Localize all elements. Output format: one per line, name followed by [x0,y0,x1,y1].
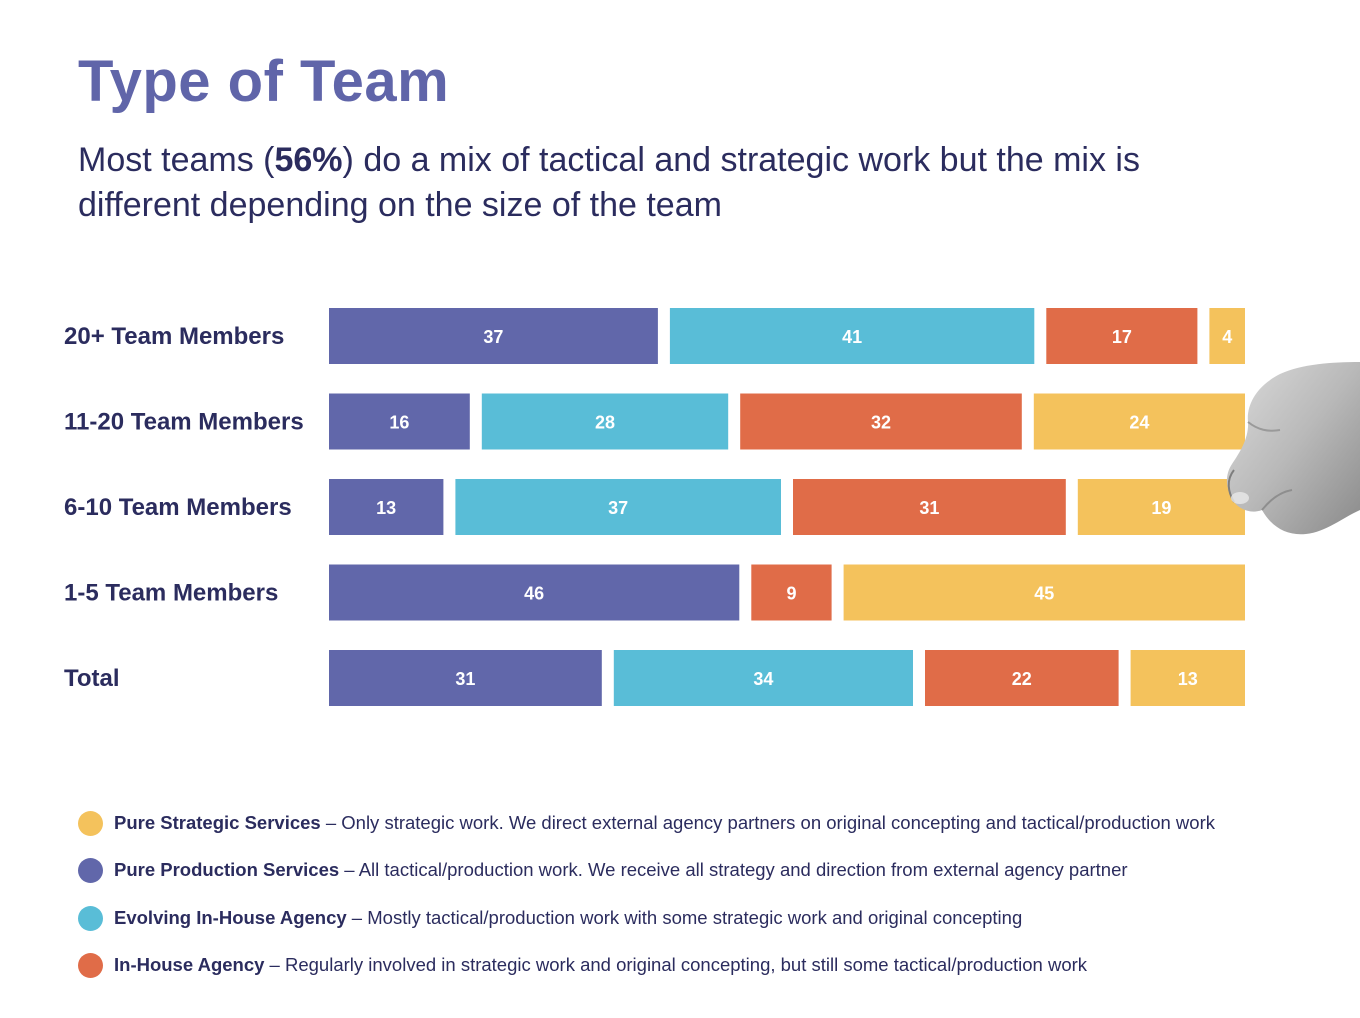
bar-segment-inhouse [751,564,832,621]
legend-item-strategic: Pure Strategic Services – Only strategic… [78,808,1215,855]
bar-segment-inhouse [925,650,1119,706]
bar-value-label: 16 [389,413,409,433]
bar-segment-inhouse [740,393,1022,450]
bar-segment-evolving [481,393,729,450]
chart-title: Type of Team [78,49,450,114]
legend-description: – Mostly tactical/production work with s… [346,906,1023,928]
bar-value-label: 46 [524,584,544,604]
bar-value-label: 4 [1222,327,1232,347]
bar-segment-production [329,479,444,535]
bar-segment-inhouse [1046,308,1198,364]
bar-value-label: 31 [455,669,475,689]
legend-dot-icon [78,858,103,884]
bar-value-label: 28 [595,413,615,433]
row-label: 11-20 Team Members [64,409,304,436]
bar-value-label: 13 [376,498,396,518]
bar-segment-evolving [613,650,913,706]
bar-value-label: 31 [919,498,939,518]
bar-value-label: 19 [1151,498,1171,518]
bar-segment-evolving [455,479,781,535]
hand-illustration [1226,362,1360,535]
legend-description: – All tactical/production work. We recei… [339,859,1128,881]
bar-segment-inhouse [793,479,1066,535]
bar-value-label: 45 [1034,584,1054,604]
bar-value-label: 37 [608,498,628,518]
subtitle-before: Most teams ( [78,141,275,179]
legend-description: – Only strategic work. We direct externa… [320,812,1215,833]
row-label: Total [64,665,120,692]
bar-segment-strategic [843,564,1245,621]
bar-value-label: 9 [786,584,796,604]
bar-segment-production [329,650,602,706]
legend-dot-icon [78,811,103,836]
bar-segment-strategic [1033,393,1245,450]
legend-item-evolving: Evolving In-House Agency – Mostly tactic… [78,903,1215,950]
bar-segment-production [329,308,658,364]
bar-segment-production [329,393,470,450]
legend-item-production: Pure Production Services – All tactical/… [78,855,1215,902]
chart-legend: Pure Strategic Services – Only strategic… [78,808,1215,997]
legend-name: Pure Strategic Services [114,812,321,833]
legend-description: – Regularly involved in strategic work a… [264,953,1088,975]
legend-name: Pure Production Services [114,859,340,881]
bar-value-label: 34 [753,669,773,689]
bar-value-label: 24 [1129,413,1149,433]
bar-value-label: 32 [871,413,891,433]
subtitle-after: ) do a mix of tactical and strategic wor… [78,141,1140,224]
chart-subtitle: Most teams (56%) do a mix of tactical an… [78,138,1258,228]
bar-segment-production [329,564,740,621]
row-label: 6-10 Team Members [64,494,292,521]
row-label: 20+ Team Members [64,323,284,350]
bar-segment-evolving [669,308,1035,364]
legend-name: Evolving In-House Agency [114,906,347,928]
bar-value-label: 17 [1112,327,1132,347]
legend-dot-icon [78,952,103,978]
bar-segment-strategic [1077,479,1245,535]
legend-item-inhouse: In-House Agency – Regularly involved in … [78,950,1215,997]
legend-text: Pure Strategic Services – Only strategic… [114,808,1215,838]
legend-text: Evolving In-House Agency – Mostly tactic… [114,903,1022,933]
legend-text: Pure Production Services – All tactical/… [114,855,1128,885]
bar-segment-strategic [1130,650,1245,706]
bar-segment-strategic [1209,308,1245,364]
row-label: 1-5 Team Members [64,580,278,607]
subtitle-highlight: 56% [274,141,343,179]
bar-value-label: 41 [842,327,862,347]
bar-value-label: 13 [1178,669,1198,689]
legend-dot-icon [78,905,103,931]
legend-name: In-House Agency [114,953,265,975]
legend-text: In-House Agency – Regularly involved in … [114,950,1087,980]
bar-value-label: 22 [1012,669,1032,689]
stacked-bar-chart: 20+ Team Members 37 41 17 4 11-20 Team Member… [64,308,1245,706]
bar-value-label: 37 [483,327,503,347]
